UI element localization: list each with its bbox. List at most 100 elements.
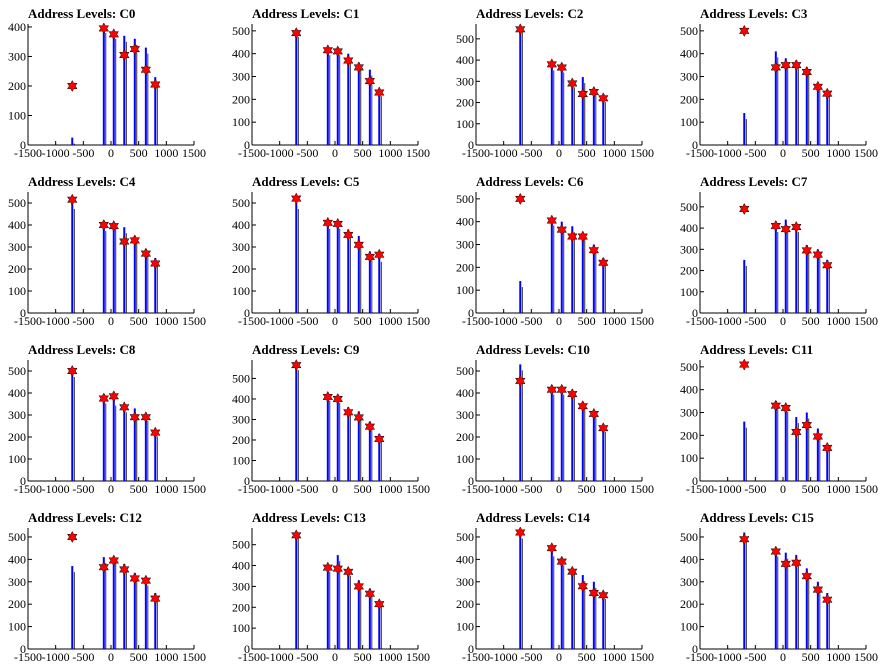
x-tick-label: -1500 — [686, 482, 714, 496]
x-tick-label: -1500 — [238, 146, 266, 160]
bar — [795, 60, 798, 145]
peak-marker — [119, 401, 130, 414]
peak-marker — [332, 392, 344, 406]
y-tick-label: 100 — [232, 621, 250, 635]
x-tick-label: -1500 — [462, 146, 490, 160]
y-tick-label: 200 — [680, 428, 698, 442]
chart-panel: Address Levels: C20100200300400500-1500-… — [456, 6, 654, 160]
peak-marker — [801, 244, 813, 257]
peak-marker — [515, 192, 526, 205]
y-tick-label: 0 — [468, 642, 474, 656]
x-tick-label: 0 — [332, 146, 338, 160]
peak-marker — [291, 529, 302, 542]
y-tick-label: 300 — [8, 240, 26, 254]
bar — [743, 421, 746, 481]
peak-marker — [67, 193, 78, 206]
y-tick-label: 300 — [456, 238, 474, 252]
chart-title: Address Levels: C14 — [476, 510, 590, 525]
peak-marker — [343, 54, 354, 67]
x-tick-label: 0 — [108, 146, 114, 160]
y-tick-label: 100 — [232, 284, 250, 298]
peak-marker — [343, 565, 354, 578]
bar — [123, 227, 126, 313]
peak-marker — [577, 580, 589, 593]
y-tick-label: 400 — [232, 392, 250, 406]
bar — [133, 236, 136, 313]
peak-marker — [812, 248, 824, 261]
x-tick-label: -1000 — [266, 146, 294, 160]
peak-marker — [739, 358, 750, 371]
peak-marker — [129, 234, 141, 247]
x-tick-label: -500 — [744, 650, 766, 664]
bar — [102, 225, 105, 313]
x-tick-label: 1000 — [378, 482, 402, 496]
bar — [144, 415, 147, 481]
peak-marker — [98, 218, 110, 232]
x-tick-label: -1000 — [490, 482, 518, 496]
y-tick-label: 100 — [680, 620, 698, 634]
bar — [519, 364, 522, 481]
chart-title: Address Levels: C11 — [700, 342, 813, 357]
peak-marker — [140, 247, 152, 260]
chart-panel: Address Levels: C70100200300400500-1500-… — [680, 174, 878, 328]
peak-marker — [353, 411, 365, 424]
x-tick-label: 0 — [556, 650, 562, 664]
y-tick-label: 300 — [8, 49, 26, 63]
peak-marker — [150, 257, 161, 270]
bar — [144, 249, 147, 313]
y-tick-label: 500 — [8, 196, 26, 210]
bar — [602, 258, 605, 313]
bar — [571, 390, 574, 481]
y-tick-label: 300 — [456, 408, 474, 422]
bar — [336, 555, 339, 649]
bar — [357, 62, 360, 145]
x-tick-label: 1000 — [154, 146, 178, 160]
peak-marker — [588, 244, 600, 257]
chart-title: Address Levels: C6 — [476, 174, 584, 189]
bar — [347, 53, 350, 145]
peak-marker — [791, 59, 802, 72]
x-tick-label: 500 — [130, 314, 148, 328]
bar — [519, 532, 522, 649]
y-tick-label: 200 — [8, 79, 26, 93]
x-tick-label: 500 — [354, 314, 372, 328]
peak-marker — [129, 572, 141, 585]
bar — [336, 396, 339, 481]
peak-marker — [822, 259, 833, 272]
y-tick-label: 0 — [20, 306, 26, 320]
peak-marker — [150, 426, 161, 439]
x-tick-label: -500 — [744, 482, 766, 496]
y-tick-label: 200 — [680, 264, 698, 278]
peak-marker — [108, 28, 120, 41]
bar — [581, 401, 584, 481]
peak-marker — [739, 202, 750, 216]
x-tick-label: -1500 — [14, 650, 42, 664]
bar — [295, 364, 298, 481]
y-tick-label: 100 — [456, 620, 474, 634]
bar — [826, 259, 829, 313]
x-tick-label: 500 — [354, 146, 372, 160]
bar — [378, 433, 381, 481]
x-tick-label: -1500 — [14, 482, 42, 496]
peak-marker — [140, 63, 152, 76]
peak-marker — [322, 216, 334, 229]
x-tick-label: -1500 — [686, 146, 714, 160]
y-tick-label: 300 — [8, 408, 26, 422]
x-tick-label: -500 — [744, 146, 766, 160]
y-tick-label: 400 — [232, 47, 250, 61]
x-tick-label: -1500 — [686, 314, 714, 328]
peak-marker — [598, 92, 609, 105]
y-tick-label: 100 — [456, 283, 474, 297]
y-tick-label: 300 — [680, 242, 698, 256]
bar — [550, 64, 553, 145]
bar — [295, 532, 298, 649]
bar — [743, 259, 746, 313]
peak-marker — [67, 530, 78, 544]
bar — [336, 222, 339, 313]
chart-title: Address Levels: C0 — [28, 6, 135, 21]
peak-marker — [791, 556, 802, 569]
peak-marker — [150, 592, 161, 605]
x-tick-label: -1000 — [714, 146, 742, 160]
x-tick-label: -1000 — [42, 482, 70, 496]
chart-panel: Address Levels: C50100200300400500-1500-… — [232, 174, 430, 328]
